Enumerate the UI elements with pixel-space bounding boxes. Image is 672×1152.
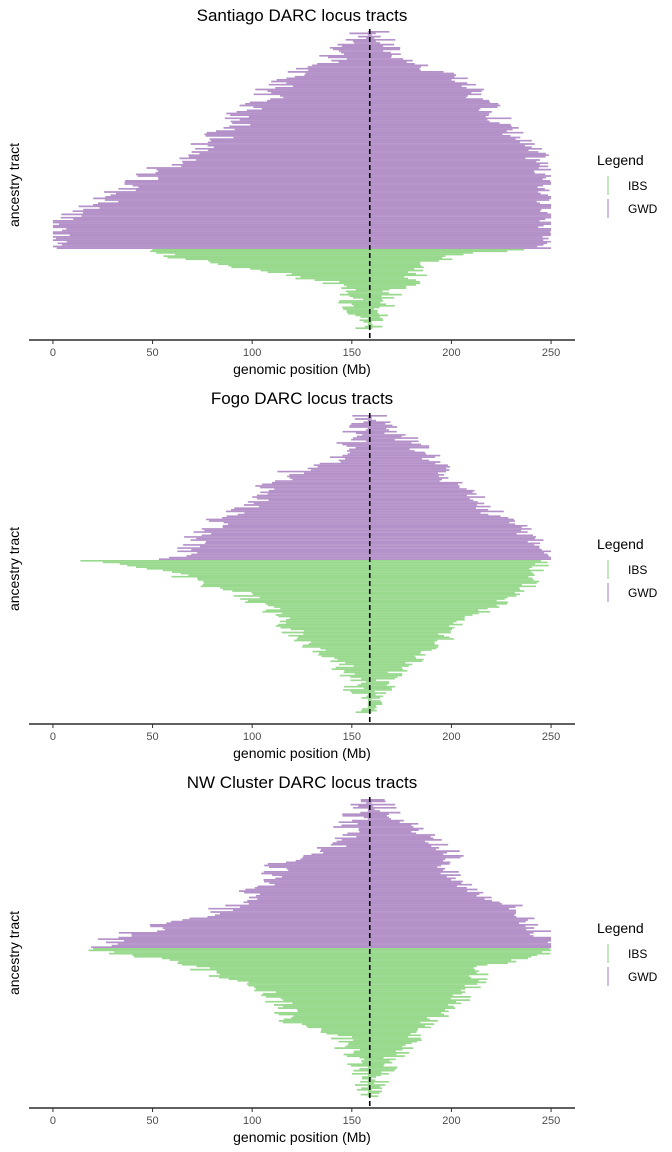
plot-area: 0 50 100 150 200 250	[29, 29, 575, 359]
x-tick-label: 200	[442, 1115, 460, 1127]
panel-nw-cluster: NW Cluster DARC locus tracts 0 50 100 150 20…	[6, 773, 658, 1145]
x-tick-label: 100	[243, 731, 261, 743]
x-tick-label: 150	[343, 347, 361, 359]
x-tick-label: 200	[442, 347, 460, 359]
legend-label-gwd: GWD	[628, 970, 658, 984]
x-tick-label: 250	[542, 1115, 560, 1127]
y-axis-label: ancestry tract	[6, 911, 22, 995]
legend-label-gwd: GWD	[628, 586, 658, 600]
panel-title: Fogo DARC locus tracts	[211, 389, 393, 408]
x-tick-label: 0	[50, 731, 56, 743]
panel-title: Santiago DARC locus tracts	[197, 6, 408, 25]
legend-label-ibs: IBS	[628, 563, 647, 577]
x-tick-label: 200	[442, 731, 460, 743]
x-tick-label: 0	[50, 347, 56, 359]
x-axis-label: genomic position (Mb)	[233, 1129, 371, 1145]
x-tick-label: 50	[146, 347, 158, 359]
legend: Legend IBS GWD	[597, 536, 658, 602]
x-tick-label: 100	[243, 1115, 261, 1127]
x-tick-label: 50	[146, 731, 158, 743]
panel-fogo: Fogo DARC locus tracts 0 50 100 150 200 250 g…	[6, 389, 658, 761]
x-tick-label: 150	[343, 731, 361, 743]
legend: Legend IBS GWD	[597, 152, 658, 218]
legend-title: Legend	[597, 920, 644, 936]
legend: Legend IBS GWD	[597, 920, 658, 986]
y-axis-label: ancestry tract	[6, 527, 22, 611]
x-tick-label: 50	[146, 1115, 158, 1127]
plot-area: 0 50 100 150 200 250	[29, 797, 575, 1127]
x-axis-label: genomic position (Mb)	[233, 745, 371, 761]
legend-label-ibs: IBS	[628, 179, 647, 193]
x-tick-label: 0	[50, 1115, 56, 1127]
panel-santiago: Santiago DARC locus tracts 0 50 100 150 200 2…	[6, 6, 658, 377]
y-axis-label: ancestry tract	[6, 143, 22, 227]
legend-label-ibs: IBS	[628, 947, 647, 961]
x-tick-label: 150	[343, 1115, 361, 1127]
legend-label-gwd: GWD	[628, 202, 658, 216]
plot-area: 0 50 100 150 200 250	[29, 413, 575, 743]
legend-title: Legend	[597, 152, 644, 168]
x-tick-label: 250	[542, 347, 560, 359]
x-axis-label: genomic position (Mb)	[233, 361, 371, 377]
x-tick-label: 100	[243, 347, 261, 359]
x-tick-label: 250	[542, 731, 560, 743]
panel-title: NW Cluster DARC locus tracts	[187, 773, 417, 792]
legend-title: Legend	[597, 536, 644, 552]
